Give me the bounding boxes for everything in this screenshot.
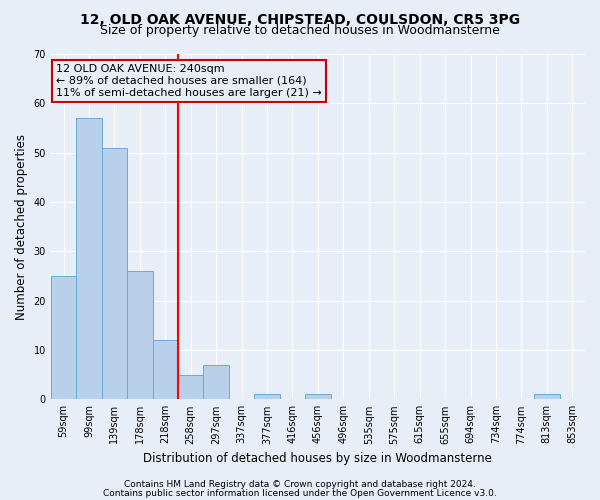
Text: Contains public sector information licensed under the Open Government Licence v3: Contains public sector information licen…: [103, 488, 497, 498]
Y-axis label: Number of detached properties: Number of detached properties: [15, 134, 28, 320]
Bar: [254, 394, 280, 400]
Text: 12 OLD OAK AVENUE: 240sqm
← 89% of detached houses are smaller (164)
11% of semi: 12 OLD OAK AVENUE: 240sqm ← 89% of detac…: [56, 64, 322, 98]
Bar: [178, 374, 203, 400]
Bar: [305, 394, 331, 400]
Bar: [127, 271, 152, 400]
Text: Contains HM Land Registry data © Crown copyright and database right 2024.: Contains HM Land Registry data © Crown c…: [124, 480, 476, 489]
Bar: [534, 394, 560, 400]
Bar: [152, 340, 178, 400]
X-axis label: Distribution of detached houses by size in Woodmansterne: Distribution of detached houses by size …: [143, 452, 493, 465]
Bar: [51, 276, 76, 400]
Text: Size of property relative to detached houses in Woodmansterne: Size of property relative to detached ho…: [100, 24, 500, 37]
Text: 12, OLD OAK AVENUE, CHIPSTEAD, COULSDON, CR5 3PG: 12, OLD OAK AVENUE, CHIPSTEAD, COULSDON,…: [80, 12, 520, 26]
Bar: [101, 148, 127, 400]
Bar: [76, 118, 101, 400]
Bar: [203, 365, 229, 400]
